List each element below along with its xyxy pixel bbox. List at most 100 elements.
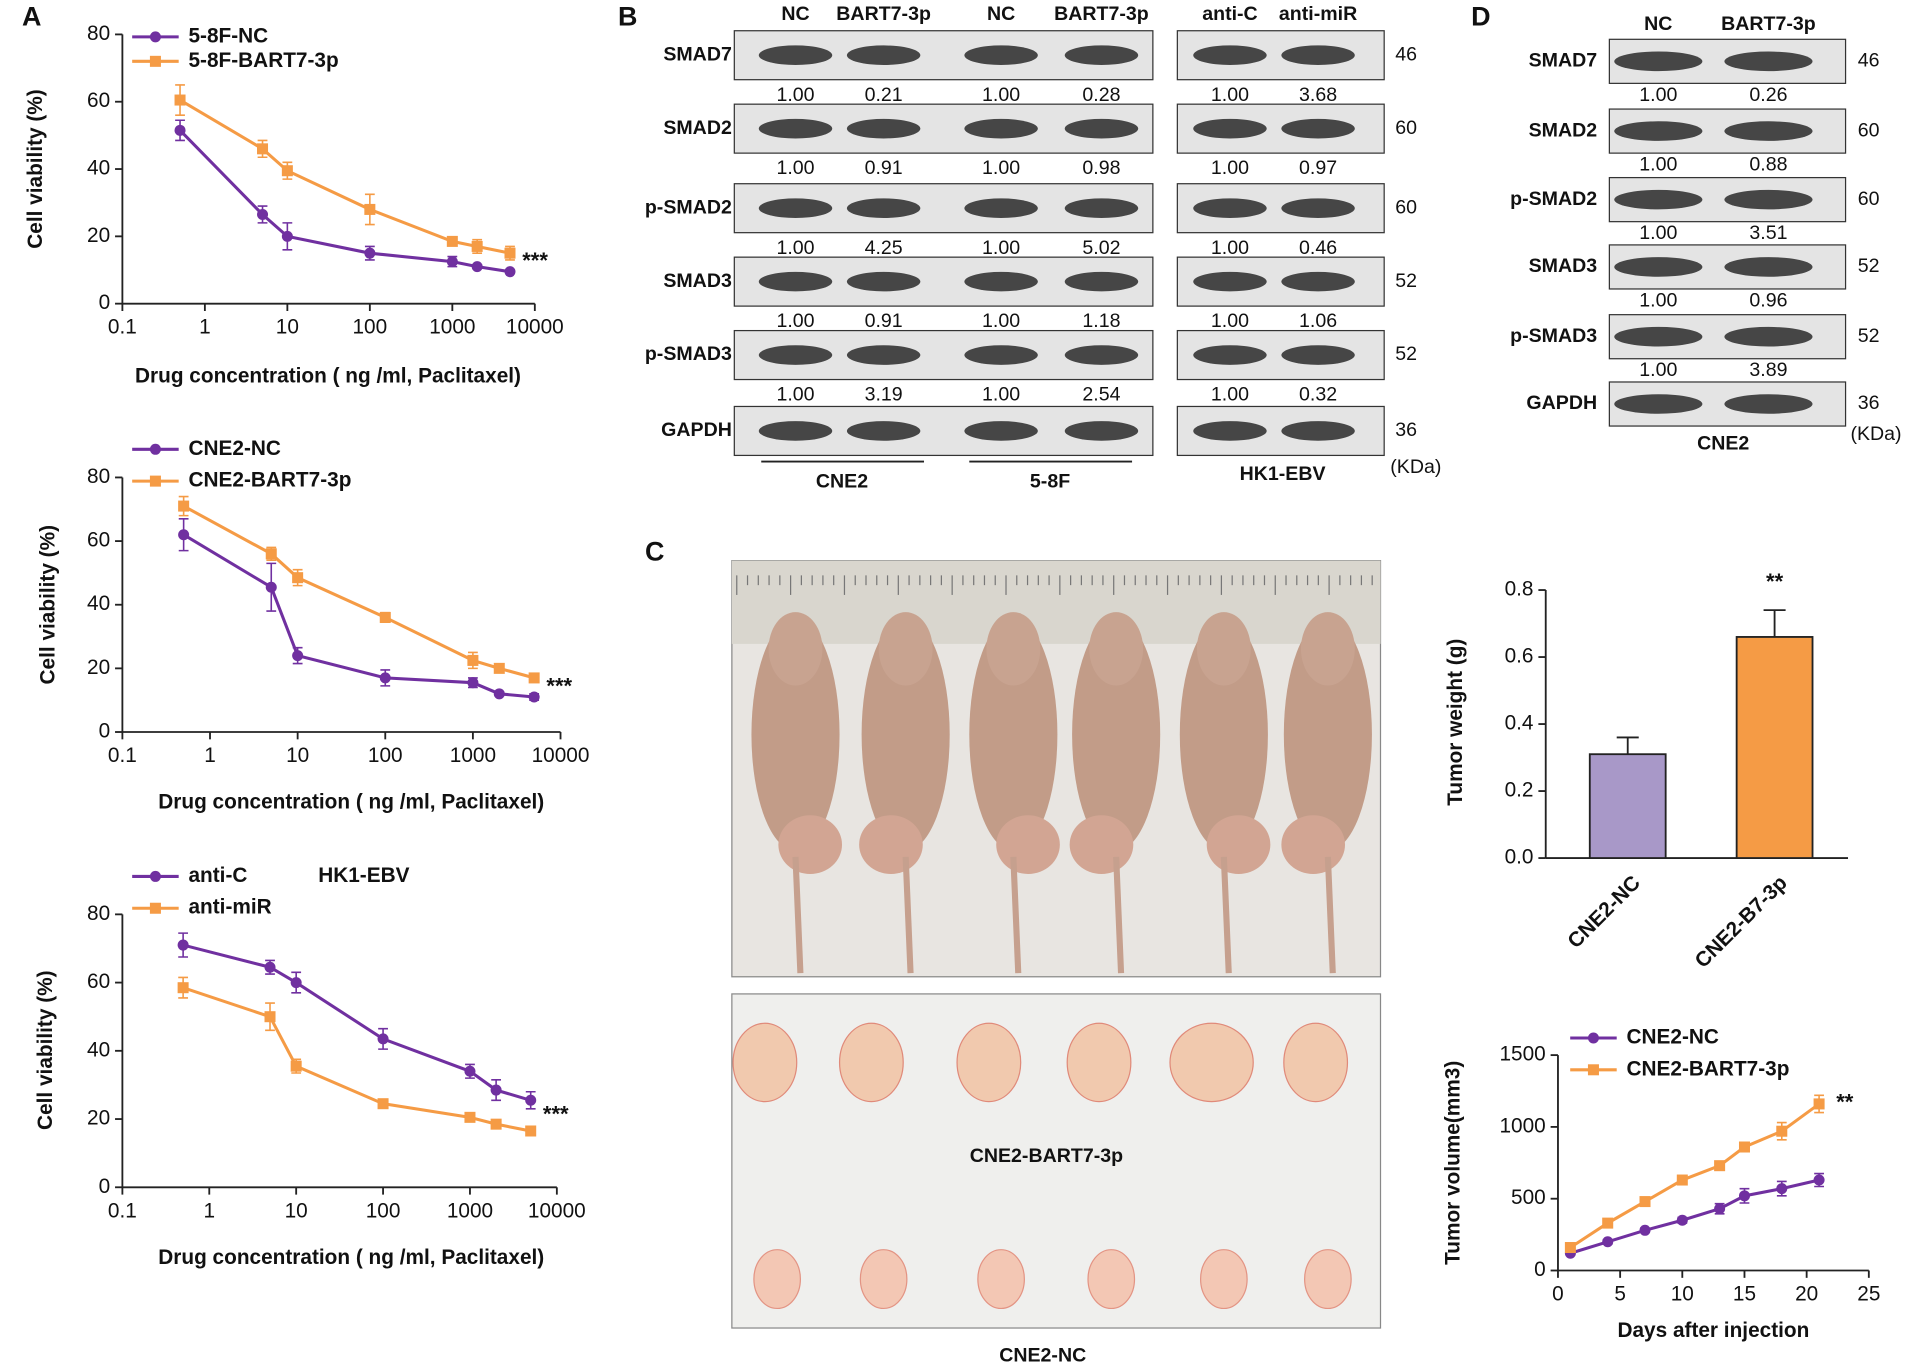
band-ratio: 0.96 (1749, 289, 1787, 311)
tumor (1087, 1249, 1136, 1310)
lane-label: anti-miR (1279, 3, 1357, 25)
band (1614, 189, 1703, 210)
protein-label: p-SMAD3 (1510, 325, 1597, 347)
protein-label: SMAD7 (1529, 50, 1598, 72)
x-tick-label: 1 (199, 316, 211, 339)
mouse (1283, 618, 1372, 851)
legend-label: 5-8F-BART7-3p (188, 49, 338, 72)
band-ratio: 1.00 (982, 310, 1020, 332)
legend-label: anti-C (188, 864, 247, 887)
band-ratio: 1.00 (1211, 237, 1249, 259)
band (1724, 51, 1813, 72)
panel-letter: A (22, 2, 41, 32)
band (758, 271, 833, 292)
significance: *** (522, 248, 548, 273)
point (490, 1118, 502, 1130)
lane-label: NC (1644, 13, 1672, 35)
band-ratio: 4.25 (865, 237, 903, 259)
point (178, 500, 190, 512)
lane-label: BART7-3p (1721, 13, 1816, 35)
legend-marker (149, 443, 161, 455)
band (964, 45, 1038, 66)
legend-marker (1587, 1032, 1599, 1044)
kda: 46 (1858, 50, 1880, 72)
point (446, 256, 458, 268)
error-bar (1763, 609, 1786, 637)
y-tick-label: 0.6 (1505, 645, 1534, 668)
band (1281, 198, 1355, 218)
group-label: HK1-EBV (1240, 463, 1326, 485)
x-tick-label: 1000 (447, 1199, 493, 1222)
point (257, 208, 269, 220)
kda: 60 (1858, 119, 1880, 141)
band-ratio: 1.00 (982, 84, 1020, 106)
tumor-in-vivo (859, 815, 923, 874)
point (1776, 1125, 1788, 1137)
tumor (732, 1022, 798, 1103)
band (1614, 326, 1703, 347)
tail (1324, 856, 1336, 974)
x-tick-label: 10000 (506, 316, 564, 339)
band (964, 271, 1038, 292)
tumor (859, 1249, 908, 1310)
point (490, 1084, 502, 1096)
band (758, 45, 833, 66)
band (1724, 394, 1813, 414)
point (281, 230, 293, 242)
point (178, 529, 190, 541)
legend-label: CNE2-NC (188, 437, 280, 460)
y-tick-label: 0.2 (1505, 779, 1534, 802)
band (1614, 121, 1703, 141)
band (1064, 345, 1139, 365)
y-tick-label: 0.4 (1505, 712, 1534, 735)
point (1639, 1224, 1651, 1236)
y-tick-label: 80 (87, 22, 110, 45)
legend-label: CNE2-BART7-3p (188, 469, 351, 492)
band-ratio: 0.26 (1749, 84, 1787, 106)
x-tick-label: 100 (368, 744, 403, 767)
point (1564, 1242, 1576, 1254)
y-axis-label: Tumor volume(mm3) (1441, 1061, 1464, 1265)
x-tick-label: 25 (1857, 1282, 1880, 1305)
y-tick-label: 500 (1511, 1186, 1546, 1209)
band (846, 45, 921, 66)
tail (1010, 856, 1022, 974)
band-ratio: 1.00 (1639, 154, 1677, 176)
x-tick-label: 20 (1795, 1282, 1818, 1305)
legend-marker (149, 475, 161, 487)
y-tick-label: 40 (87, 592, 110, 615)
protein-label: p-SMAD3 (645, 343, 732, 365)
tumor (1199, 1249, 1248, 1310)
band (758, 345, 833, 365)
unit: (KDa) (1390, 456, 1441, 478)
point (377, 1033, 389, 1045)
point (471, 240, 483, 252)
tail (792, 856, 804, 974)
x-tick-label: 1 (203, 1199, 215, 1222)
x-tick-label: 0.1 (108, 1199, 137, 1222)
band (964, 421, 1038, 441)
y-axis-label: Cell viability (%) (36, 525, 59, 684)
legend-marker (149, 902, 161, 914)
kda: 60 (1858, 188, 1880, 210)
y-axis-label: Cell viability (%) (24, 89, 47, 248)
point (379, 611, 391, 623)
band-ratio: 0.46 (1299, 237, 1337, 259)
tumor-in-vivo (996, 815, 1060, 874)
point (257, 143, 269, 155)
band-ratio: 3.51 (1749, 222, 1787, 244)
band-ratio: 1.00 (1211, 157, 1249, 179)
tumor (956, 1022, 1022, 1103)
legend-label: CNE2-BART7-3p (1626, 1057, 1789, 1080)
kda: 36 (1858, 392, 1880, 414)
point (174, 94, 186, 106)
band-ratio: 1.00 (982, 237, 1020, 259)
x-tick-label: 5 (1614, 1282, 1626, 1305)
band (1193, 271, 1267, 292)
point (292, 572, 304, 584)
point (1714, 1203, 1726, 1215)
y-tick-label: 1500 (1499, 1043, 1545, 1066)
subtitle: HK1-EBV (318, 864, 409, 887)
tail (902, 856, 914, 974)
point (493, 688, 505, 700)
